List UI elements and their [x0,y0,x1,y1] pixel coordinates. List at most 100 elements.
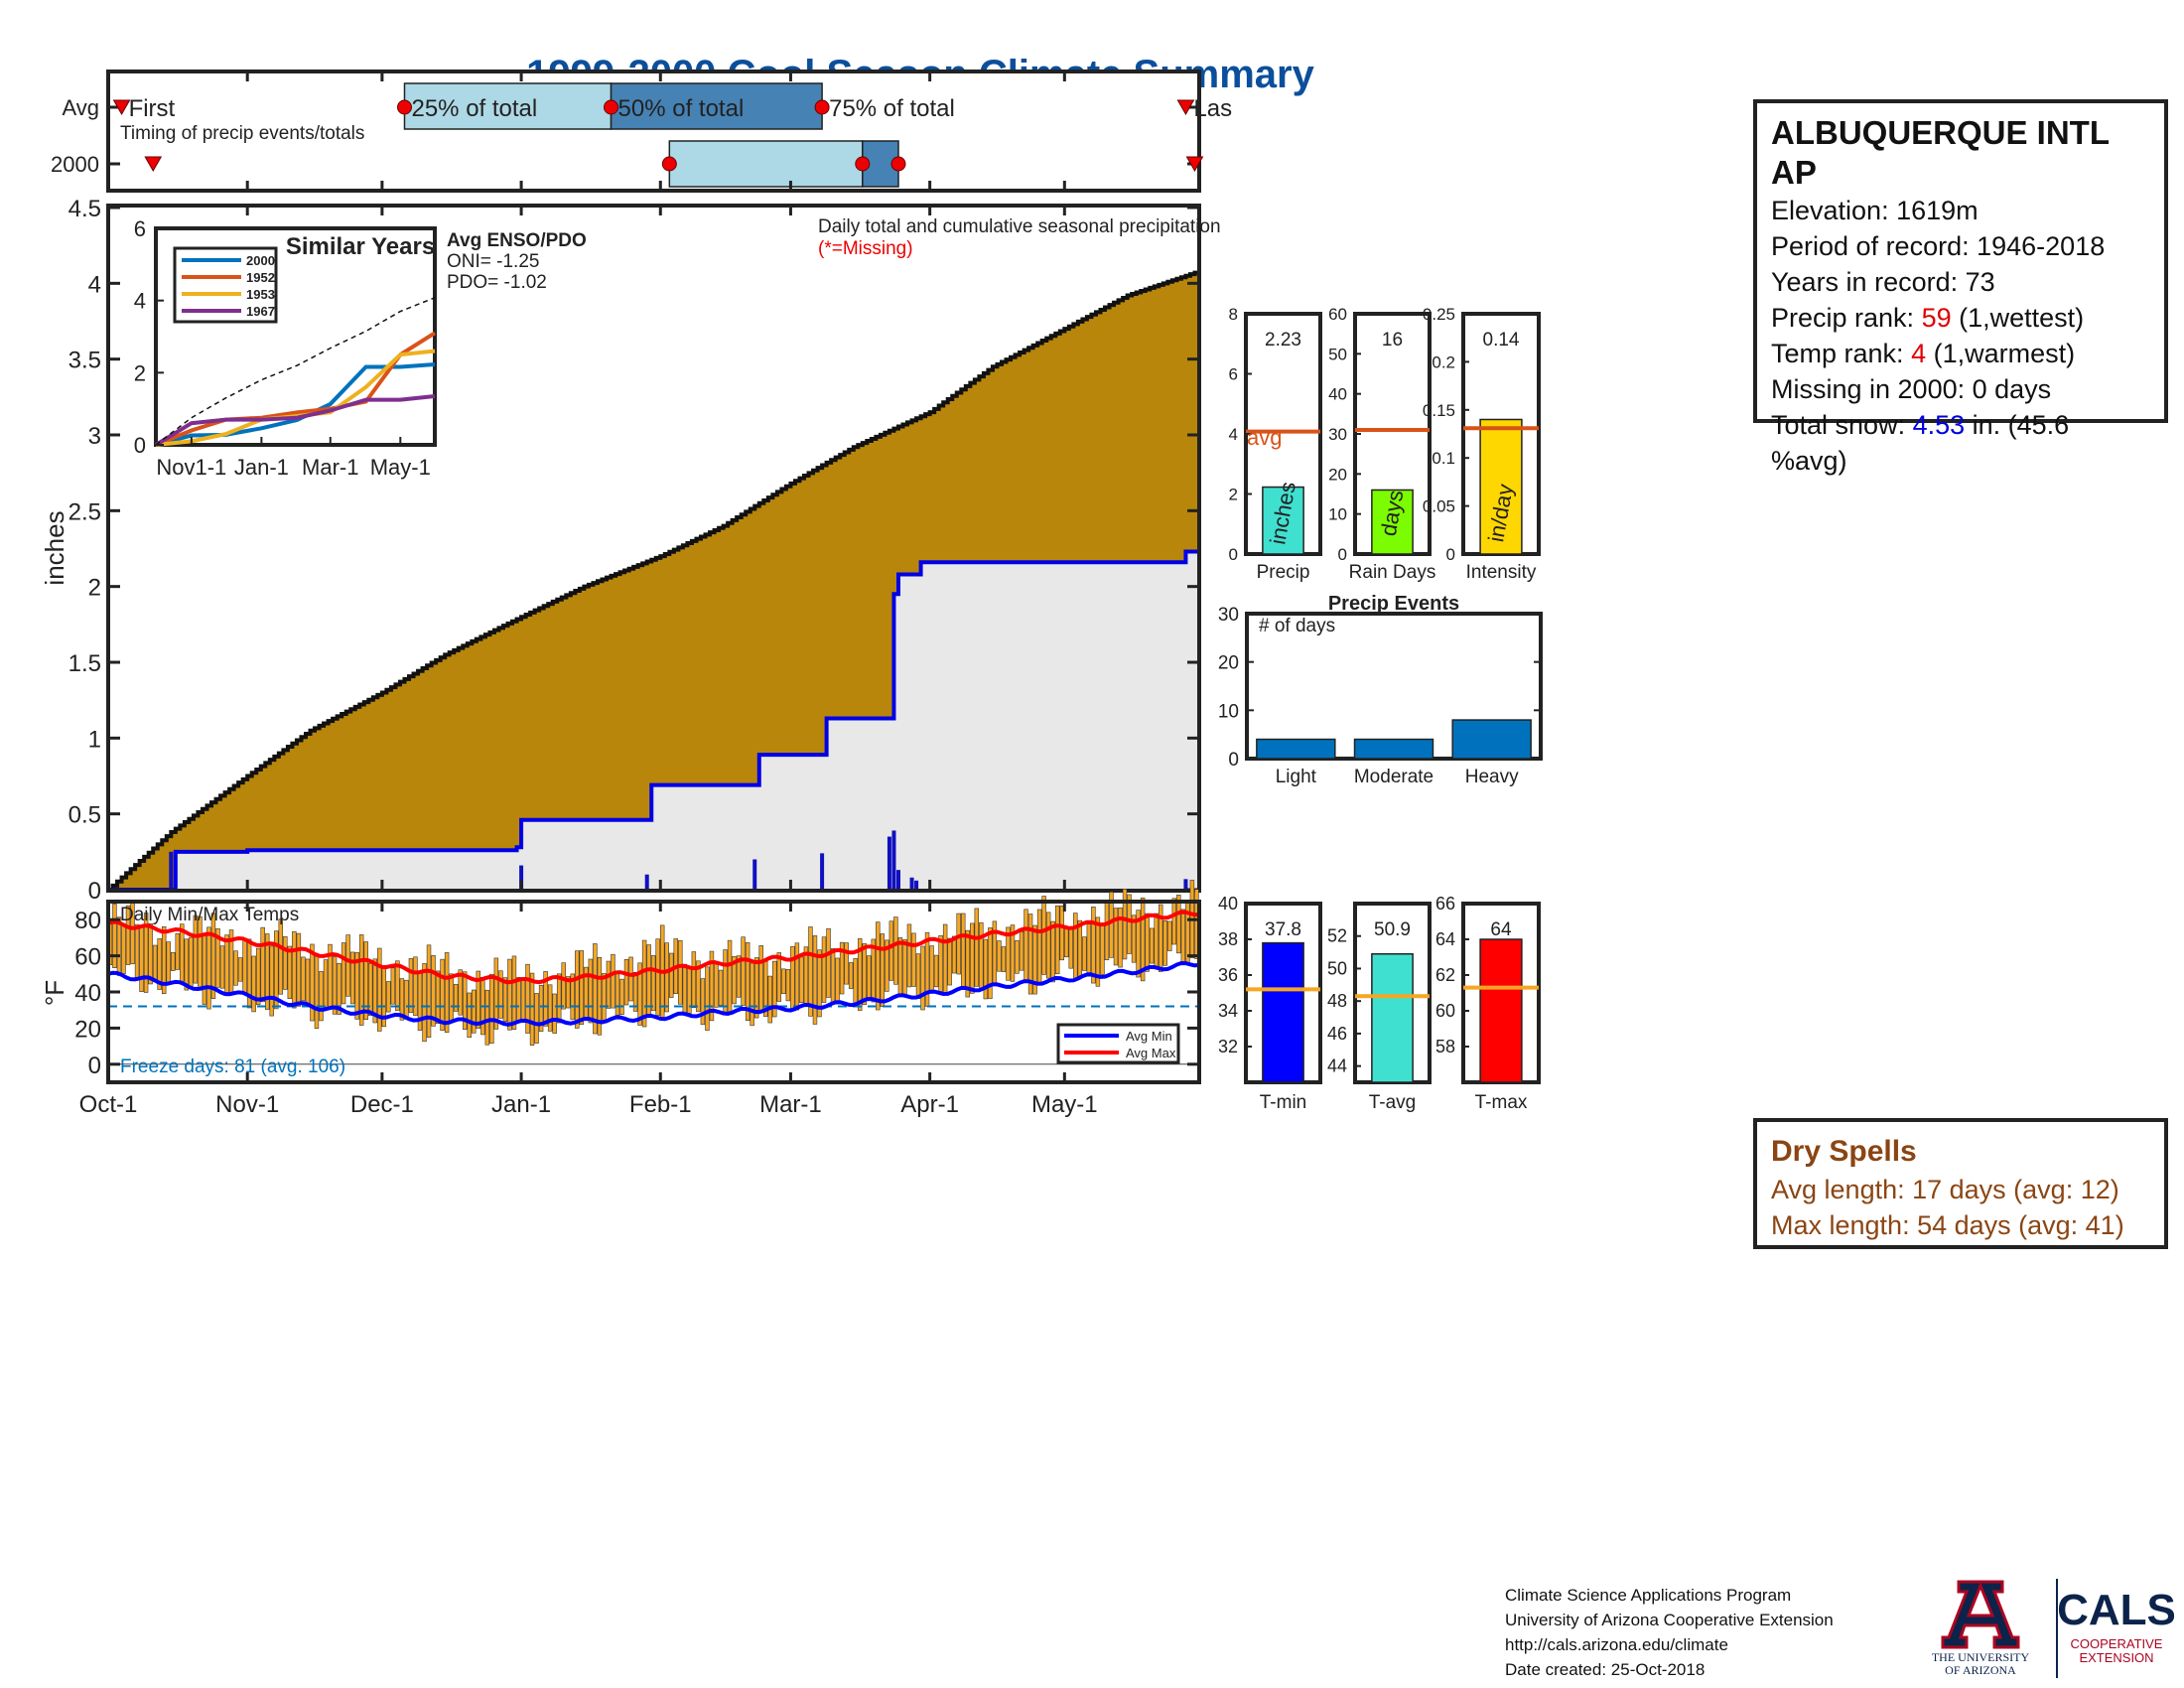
daily-temp-range-bar [682,963,688,1016]
daily-temp-range-bar [1104,901,1110,961]
daily-temp-range-bar [462,971,468,1030]
daily-temp-range-bar [310,943,315,1022]
daily-temp-range-bar [1027,914,1033,995]
y2000-p50-marker [855,156,871,172]
daily-temp-range-bar [799,956,804,1004]
daily-temp-range-bar [296,932,302,1007]
pdo-value: PDO= -1.02 [447,272,547,293]
daily-temp-range-bar [606,960,612,1009]
daily-temp-range-bar [354,951,359,1020]
daily-temp-range-bar [472,989,477,1034]
daily-temp-range-bar [547,984,553,1032]
daily-temp-range-bar [206,926,211,1010]
daily-temp-range-bar [511,955,517,1030]
daily-temp-range-bar [678,939,683,1005]
daily-temp-range-bar [224,934,229,997]
daily-temp-range-bar [287,945,293,999]
legend-min-label: Avg Min [1126,1029,1172,1044]
precip-rank-label: Precip rank: [1771,303,1922,333]
temp-ytick-label: 20 [74,1016,101,1043]
inset-legend-label: 2000 [246,253,275,268]
temp-stat-tick-label: 66 [1435,894,1455,914]
daily-temp-range-bar [274,930,279,1010]
daily-precip-bar [820,853,825,890]
university-of-arizona-logo: THE UNIVERSITY OF ARIZONA [1932,1580,2029,1677]
daily-temp-range-bar [202,933,207,1005]
snow-note-2: %avg) [1771,446,1847,476]
daily-temp-range-bar [337,962,341,1015]
daily-temp-range-bar [844,942,849,985]
daily-temp-range-bar [880,933,886,1007]
daily-temp-range-bar [915,953,921,999]
daily-temp-range-bar [1024,909,1028,982]
daily-temp-range-bar [520,979,526,1022]
daily-temp-range-bar [1140,897,1146,982]
daily-temp-range-bar [278,918,284,995]
daily-temp-range-bar [413,956,418,1017]
temp-stats-bars: 32 34 36 38 40 37.8 T-min 44 46 48 50 52 50.9 T-avg 58… [1218,894,1541,1113]
precip-rank: Precip rank: 59 (1,wettest) [1771,300,2150,336]
temp-stat-tick-label: 60 [1435,1001,1455,1021]
timing-ylabel-avg: Avg [62,95,99,120]
daily-temp-range-bar [893,916,898,985]
daily-temp-range-bar [1131,914,1137,963]
daily-precip-bar [644,874,649,890]
daily-temp-range-bar [152,944,158,983]
dry-spells-box: Dry Spells Avg length: 17 days (avg: 12)… [1753,1118,2168,1249]
daily-temp-range-bar [723,949,728,1014]
similar-years-inset: 0 2 4 6 Nov1-1 Jan-1 Mar-1 May-1 2000 1952 1953 196… [134,216,587,480]
enso-title: Avg ENSO/PDO [447,230,587,251]
daily-temp-range-bar [709,950,715,1022]
daily-temp-range-bar [700,978,706,1026]
daily-temp-range-bar [767,975,772,1024]
temp-ytick-label: 40 [74,980,101,1007]
inset-series-line [154,393,436,447]
daily-temp-range-bar [175,932,180,970]
xtick-label: Feb-1 [629,1091,692,1118]
dry-spells-max: Max length: 54 days (avg: 41) [1771,1210,2124,1240]
daily-temp-range-bar [650,955,656,1012]
timing-p25-label: 25% of total [411,95,537,122]
cals-text-2: EXTENSION [2079,1650,2153,1665]
precip-stat-tick-label: 6 [1229,365,1238,384]
daily-temp-range-bar [830,948,836,1004]
daily-temp-range-bar [758,945,763,1013]
daily-temp-range-bar [997,940,1002,972]
precip-stat-bar [1371,489,1414,555]
precip-events-category: Heavy [1465,767,1519,787]
inset-ytick-label: 6 [134,216,146,241]
station-years: Years in record: 73 [1771,267,1995,297]
daily-temp-range-bar [1064,927,1069,958]
footer-line-1: Climate Science Applications Program [1505,1586,1792,1605]
daily-temp-range-bar [476,970,481,1029]
daily-temp-range-bar [876,921,881,1011]
precip-stat-tick-label: 4 [1229,425,1238,444]
daily-temp-range-bar [1050,920,1055,983]
temp-stat-tick-label: 52 [1327,926,1347,946]
daily-temp-range-bar [161,926,167,994]
daily-temp-range-bar [857,938,863,1011]
temp-rank-note: (1,warmest) [1926,339,2076,368]
daily-temp-range-bar [1136,910,1141,978]
daily-temp-range-bar [979,921,984,990]
daily-precip-bar [914,880,919,890]
daily-temp-range-bar [566,976,571,1009]
xtick-label: Mar-1 [759,1091,822,1118]
avg-cumulative-line [108,270,1201,892]
daily-temp-range-bar [817,949,822,1018]
snow-value: 4.53 [1912,410,1966,440]
precip-stat-tick-label: 0.25 [1423,305,1455,324]
precip-stat-tick-label: 0.2 [1432,352,1455,371]
daily-temp-range-bar [911,932,916,987]
temp-rank-label: Temp rank: [1771,339,1912,368]
daily-temp-range-bar [753,957,759,1019]
timing-p50-label: 50% of total [618,95,745,122]
daily-temp-range-bar [970,922,975,994]
precip-events-bar [1353,738,1434,760]
daily-temp-range-bar [741,936,746,1006]
temp-stat-tick-label: 48 [1327,991,1347,1011]
avg-p25-marker [396,99,412,115]
precip-avg-label: avg [1247,425,1282,450]
daily-temp-range-bar [543,971,548,1027]
daily-temp-range-bar [718,969,724,1006]
